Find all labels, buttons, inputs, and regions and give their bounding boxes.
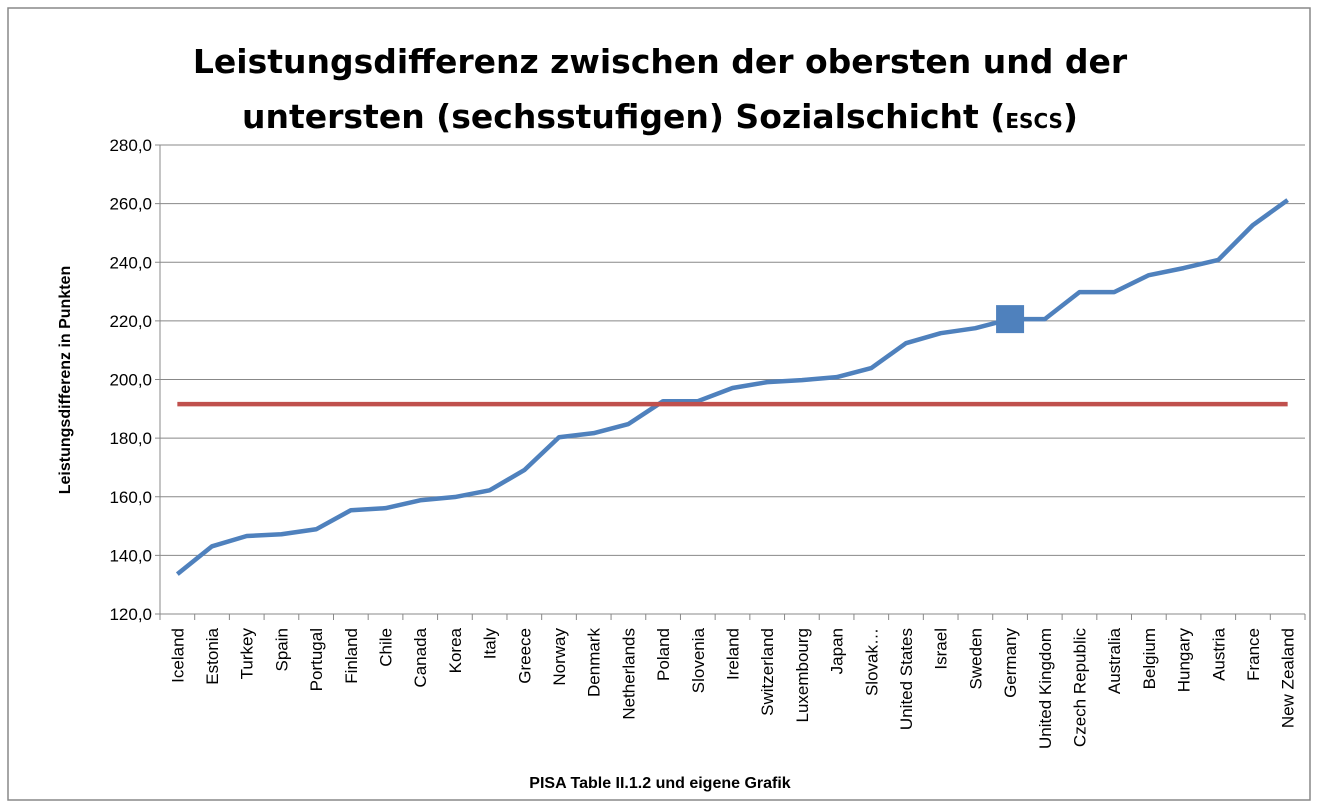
x-tick-label: Ireland — [724, 628, 743, 680]
x-tick-label: Austria — [1209, 627, 1228, 680]
y-tick-label: 200,0 — [109, 371, 152, 390]
x-tick-label: Australia — [1105, 627, 1124, 694]
x-tick-label: Denmark — [585, 628, 604, 697]
x-tick-label: Israel — [932, 628, 951, 670]
x-tick-label: Finland — [342, 628, 361, 684]
x-tick-label: Slovenia — [689, 627, 708, 693]
chart-title: untersten (sechsstufigen) Sozialschicht … — [242, 97, 1078, 136]
x-axis-label: PISA Table II.1.2 und eigene Grafik — [529, 775, 791, 792]
x-tick-label: Switzerland — [758, 628, 777, 716]
x-tick-label: Japan — [828, 628, 847, 674]
y-tick-label: 240,0 — [109, 253, 152, 272]
x-tick-label: Hungary — [1175, 628, 1194, 693]
chart-title: ) — [1063, 97, 1078, 136]
y-tick-label: 280,0 — [109, 136, 152, 155]
x-tick-label: Norway — [550, 628, 569, 686]
x-tick-label: Turkey — [238, 628, 257, 680]
x-tick-label: Italy — [481, 628, 500, 660]
x-tick-label: Sweden — [966, 628, 985, 689]
y-tick-label: 160,0 — [109, 488, 152, 507]
x-tick-label: New Zealand — [1279, 628, 1298, 728]
x-tick-label: Greece — [515, 628, 534, 684]
x-tick-label: United Kingdom — [1036, 628, 1055, 749]
x-tick-label: Korea — [446, 627, 465, 673]
x-tick-label: Belgium — [1140, 628, 1159, 689]
x-tick-label: Portugal — [307, 628, 326, 691]
chart-title: Leistungsdifferenz zwischen der obersten… — [193, 42, 1128, 81]
y-tick-label: 260,0 — [109, 195, 152, 214]
chart-title: ESCS — [1005, 109, 1063, 133]
x-tick-label: Spain — [272, 628, 291, 671]
x-tick-label: Slovak… — [862, 628, 881, 696]
x-tick-label: Chile — [377, 628, 396, 667]
x-tick-label: Estonia — [203, 627, 222, 684]
data-line — [175, 198, 1289, 576]
y-tick-label: 120,0 — [109, 605, 152, 624]
x-tick-label: Netherlands — [619, 628, 638, 720]
x-tick-label: Czech Republic — [1070, 628, 1089, 748]
x-tick-label: Canada — [411, 627, 430, 687]
y-axis-label: Leistungsdifferenz in Punkten — [57, 266, 74, 494]
x-tick-label: United States — [897, 628, 916, 730]
x-tick-label: France — [1244, 628, 1263, 681]
data-marker — [996, 305, 1025, 334]
x-tick-label: Poland — [654, 628, 673, 681]
x-tick-label: Iceland — [168, 628, 187, 683]
y-tick-label: 140,0 — [109, 546, 152, 565]
y-tick-label: 180,0 — [109, 429, 152, 448]
x-tick-label: Luxembourg — [793, 628, 812, 723]
x-tick-label: Germany — [1001, 628, 1020, 698]
y-tick-label: 220,0 — [109, 312, 152, 331]
chart-title: untersten (sechsstufigen) Sozialschicht … — [242, 97, 1005, 136]
